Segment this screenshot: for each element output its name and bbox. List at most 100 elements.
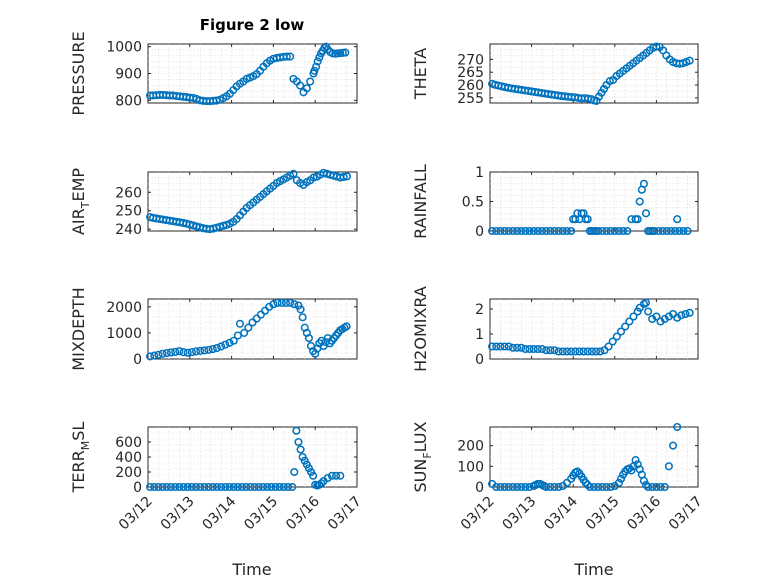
data-point xyxy=(542,346,551,355)
y-axis-label: MIXDEPTH xyxy=(69,287,88,370)
x-tick-label: 03/14 xyxy=(200,493,240,533)
data-point xyxy=(550,226,559,236)
x-tick-label: 03/16 xyxy=(624,493,664,533)
data-point xyxy=(171,347,180,357)
data-point xyxy=(579,347,588,356)
data-point xyxy=(271,482,280,492)
data-point xyxy=(281,298,290,307)
data-point xyxy=(612,332,621,341)
data-point xyxy=(619,226,628,236)
data-point xyxy=(625,317,634,326)
y-tick-label: 0 xyxy=(133,352,142,368)
data-point xyxy=(158,349,167,358)
data-point xyxy=(681,309,690,319)
data-point xyxy=(610,226,619,236)
data-point xyxy=(512,226,522,236)
data-point xyxy=(150,351,159,360)
data-point xyxy=(212,96,221,105)
data-point xyxy=(662,226,671,236)
y-tick-label: 260 xyxy=(457,78,484,94)
y-tick-label: 0 xyxy=(475,352,484,368)
y-tick-label: 2000 xyxy=(106,300,142,316)
data-point xyxy=(336,471,345,480)
data-point xyxy=(664,462,673,471)
data-point xyxy=(542,482,551,492)
data-point xyxy=(604,342,613,351)
y-tick-label: 1 xyxy=(475,165,484,181)
x-tick-label: 03/13 xyxy=(500,493,540,533)
y-tick-label: 250 xyxy=(115,204,142,220)
data-point xyxy=(542,226,551,236)
y-tick-label: 1 xyxy=(475,327,484,343)
y-axis-label-suffix: EMP xyxy=(69,168,88,202)
data-point xyxy=(644,307,653,316)
data-point xyxy=(546,226,555,236)
data-point xyxy=(212,343,222,353)
data-point xyxy=(656,482,665,492)
data-point xyxy=(208,482,217,492)
data-point xyxy=(567,347,576,356)
data-series xyxy=(488,179,692,236)
data-point xyxy=(279,482,288,492)
data-point xyxy=(673,422,682,432)
y-axis-label-suffix: SL xyxy=(69,422,88,441)
data-point xyxy=(204,345,213,354)
data-point xyxy=(652,482,661,492)
data-point xyxy=(508,482,517,492)
y-axis-label-main: THETA xyxy=(411,48,430,100)
data-series xyxy=(146,298,351,361)
data-point xyxy=(660,482,669,492)
subplot-pressure: 800 900 1000 PRESSURE xyxy=(69,31,358,116)
y-tick-label: 0 xyxy=(133,480,142,496)
data-point xyxy=(332,471,341,480)
data-point xyxy=(233,482,242,492)
data-point xyxy=(488,342,497,351)
data-point xyxy=(616,474,626,483)
x-axis-label-left: Time xyxy=(231,560,271,579)
data-point xyxy=(562,226,572,236)
data-point xyxy=(533,226,542,236)
y-tick-label: 1000 xyxy=(106,326,142,342)
data-point xyxy=(685,308,694,317)
data-point xyxy=(654,226,663,236)
y-tick-label: 900 xyxy=(115,67,142,83)
data-point xyxy=(508,343,517,352)
data-point xyxy=(517,343,526,352)
data-series xyxy=(488,42,694,105)
y-axis-label: H2OMIXRA xyxy=(411,286,430,372)
x-tick-label: 03/13 xyxy=(158,493,198,533)
data-point xyxy=(602,226,611,236)
data-point xyxy=(242,482,251,492)
data-point xyxy=(267,482,276,492)
plot-area xyxy=(489,426,699,488)
data-point xyxy=(685,56,694,65)
data-point xyxy=(573,467,582,476)
data-point xyxy=(196,346,205,355)
y-axis-label-subscript: F xyxy=(421,452,434,458)
data-point xyxy=(158,482,167,492)
data-point xyxy=(212,482,222,492)
data-point xyxy=(533,344,542,354)
data-point xyxy=(162,482,171,492)
data-point xyxy=(546,482,555,492)
data-point xyxy=(679,226,688,236)
data-point xyxy=(596,347,605,356)
data-point xyxy=(525,344,534,354)
data-point xyxy=(313,57,322,66)
data-point xyxy=(317,479,326,488)
data-point xyxy=(550,482,559,492)
y-tick-label: 400 xyxy=(115,450,142,466)
y-tick-label: 0.5 xyxy=(462,195,484,211)
x-tick-label: 03/12 xyxy=(116,493,156,533)
data-point xyxy=(183,482,192,492)
data-point xyxy=(500,226,509,236)
data-point xyxy=(258,482,268,492)
data-point xyxy=(623,226,632,236)
data-series xyxy=(488,298,694,356)
data-point xyxy=(187,482,196,492)
data-point xyxy=(608,337,617,346)
